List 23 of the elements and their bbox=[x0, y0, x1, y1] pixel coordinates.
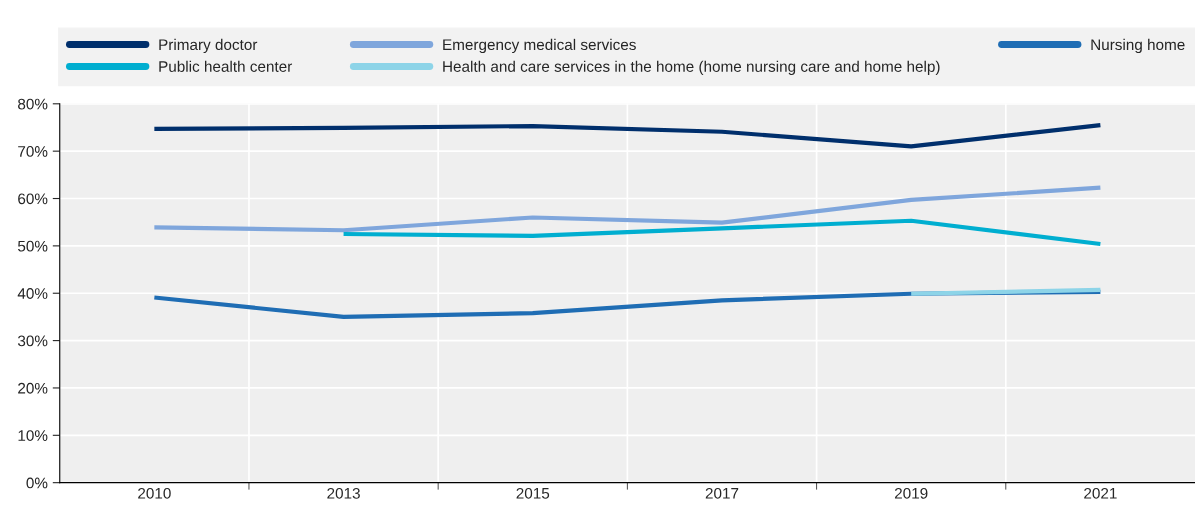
x-tick-label: 2017 bbox=[705, 487, 739, 499]
y-tick-label: 20% bbox=[18, 382, 48, 394]
x-tick-label: 2010 bbox=[138, 487, 171, 499]
legend-label: Primary doctor bbox=[159, 38, 258, 54]
legend-label: Nursing home bbox=[1091, 38, 1185, 54]
y-tick-label: 80% bbox=[18, 98, 48, 110]
legend-label: Health and care services in the home (home nursing care and home help) bbox=[443, 60, 940, 75]
x-tick-label: 2019 bbox=[894, 487, 928, 499]
line-series bbox=[152, 185, 1103, 233]
legend-label: Emergency medical services bbox=[443, 38, 636, 54]
line-series bbox=[341, 218, 1103, 247]
y-tick-label: 30% bbox=[17, 335, 48, 347]
legend-label: Public health center bbox=[159, 60, 293, 72]
y-tick-label: 40% bbox=[17, 288, 48, 299]
x-tick-label: 2013 bbox=[327, 487, 360, 499]
y-tick-label: 50% bbox=[17, 240, 48, 252]
x-tick-label: 2015 bbox=[516, 487, 550, 499]
y-tick-label: 10% bbox=[18, 430, 48, 441]
y-tick-label: 60% bbox=[18, 193, 48, 205]
line-series bbox=[152, 123, 1103, 149]
y-tick-label: 70% bbox=[18, 146, 48, 157]
y-tick-label: 0% bbox=[26, 477, 48, 489]
x-tick-label: 2021 bbox=[1084, 487, 1117, 499]
